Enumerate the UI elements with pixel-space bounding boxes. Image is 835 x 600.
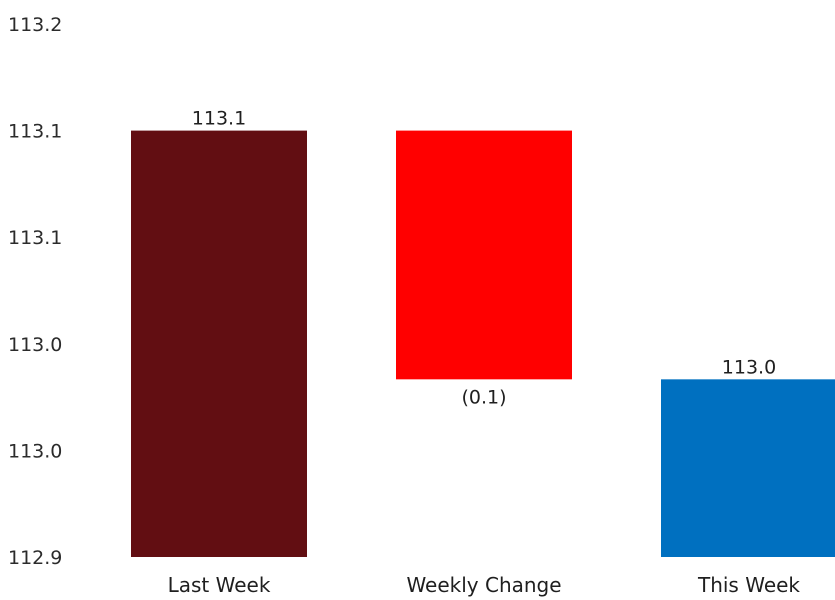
bar-this-week bbox=[661, 379, 835, 557]
data-labels: 113.1 (0.1) 113.0 bbox=[192, 108, 776, 409]
bar-weekly-change bbox=[396, 130, 572, 380]
category-label-this-week: This Week bbox=[697, 573, 800, 597]
bars bbox=[131, 130, 835, 557]
data-label-last-week: 113.1 bbox=[192, 108, 246, 130]
data-label-weekly-change: (0.1) bbox=[461, 386, 506, 408]
y-tick-label: 113.0 bbox=[8, 334, 62, 356]
data-label-this-week: 113.0 bbox=[722, 356, 776, 378]
y-axis: 112.9 113.0 113.0 113.1 113.1 113.2 bbox=[8, 14, 62, 569]
y-tick-label: 113.1 bbox=[8, 227, 62, 249]
x-axis: Last Week Weekly Change This Week bbox=[168, 573, 801, 597]
bar-last-week bbox=[131, 130, 307, 557]
category-label-last-week: Last Week bbox=[168, 573, 271, 597]
y-tick-label: 113.1 bbox=[8, 121, 62, 143]
y-tick-label: 113.2 bbox=[8, 14, 62, 36]
category-label-weekly-change: Weekly Change bbox=[406, 573, 561, 597]
y-tick-label: 113.0 bbox=[8, 440, 62, 462]
y-tick-label: 112.9 bbox=[8, 547, 62, 569]
